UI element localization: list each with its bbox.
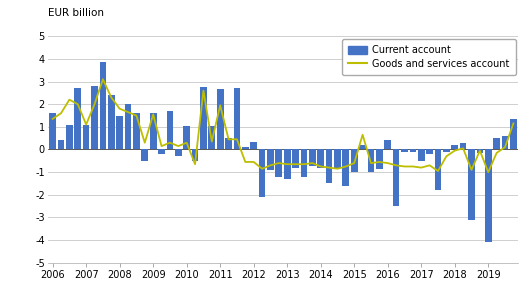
Bar (125, 104, 131, 149)
Bar (276, 149, 282, 177)
Bar (150, 113, 157, 149)
Bar (300, 149, 307, 177)
Bar (351, 149, 358, 172)
Bar (99, 62, 106, 149)
Legend: Current account, Goods and services account: Current account, Goods and services acco… (342, 39, 515, 75)
Bar (368, 149, 375, 172)
Bar (393, 149, 399, 206)
Bar (250, 142, 257, 149)
Bar (242, 147, 249, 149)
Bar (167, 111, 174, 149)
Bar (451, 145, 458, 149)
Bar (334, 149, 341, 168)
Bar (66, 125, 73, 149)
Bar (485, 149, 491, 242)
Bar (510, 119, 517, 149)
Bar (83, 125, 89, 149)
Bar (175, 149, 181, 156)
Bar (292, 149, 299, 168)
Bar (267, 149, 274, 170)
Bar (401, 149, 408, 152)
Bar (284, 149, 290, 179)
Bar (108, 95, 115, 149)
Bar (58, 140, 65, 149)
Bar (477, 149, 483, 153)
Bar (443, 149, 450, 152)
Bar (435, 149, 441, 190)
Bar (376, 149, 382, 169)
Bar (217, 89, 224, 149)
Bar (49, 113, 56, 149)
Bar (342, 149, 349, 186)
Bar (225, 138, 232, 149)
Bar (468, 149, 475, 220)
Text: EUR billion: EUR billion (48, 8, 104, 18)
Bar (359, 145, 366, 149)
Bar (326, 149, 332, 183)
Bar (426, 149, 433, 154)
Bar (418, 149, 425, 161)
Bar (309, 149, 316, 166)
Bar (501, 136, 508, 149)
Bar (259, 149, 266, 197)
Bar (141, 149, 148, 161)
Bar (158, 149, 165, 154)
Bar (234, 88, 240, 149)
Bar (116, 116, 123, 149)
Bar (133, 113, 140, 149)
Bar (493, 138, 500, 149)
Bar (184, 126, 190, 149)
Bar (460, 143, 467, 149)
Bar (191, 149, 198, 161)
Bar (75, 88, 81, 149)
Bar (409, 149, 416, 152)
Bar (200, 87, 207, 149)
Bar (317, 149, 324, 168)
Bar (91, 86, 98, 149)
Bar (208, 126, 215, 149)
Bar (385, 140, 391, 149)
